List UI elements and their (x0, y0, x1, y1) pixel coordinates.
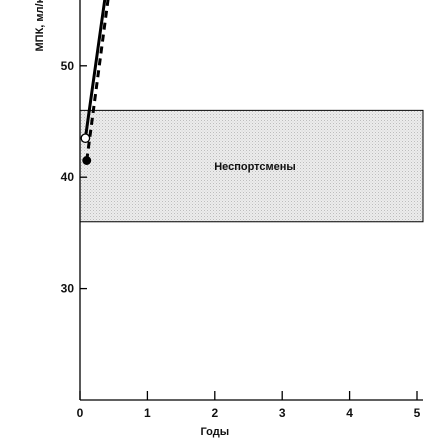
x-tick-label: 0 (77, 406, 84, 420)
series-line (85, 0, 110, 161)
x-tick-label: 3 (279, 406, 286, 420)
axis-labels: Годы МПК, мл/кг/мин (34, 0, 229, 438)
series-line (83, 0, 107, 139)
y-axis-title: МПК, мл/кг/мин (34, 0, 46, 51)
x-tick-label: 4 (346, 406, 353, 420)
x-tick-label: 2 (211, 406, 218, 420)
series-2 (80, 0, 107, 144)
series-point (80, 133, 91, 144)
y-tick-label: 30 (61, 282, 75, 296)
reference-band (79, 109, 424, 223)
series-1 (82, 0, 110, 165)
reference-band-label: Неспортсмены (214, 161, 296, 173)
x-axis-title: Годы (200, 426, 229, 438)
x-tick-label: 1 (144, 406, 151, 420)
axes: 30405060708090012345 (61, 0, 423, 420)
x-tick-label: 5 (414, 406, 421, 420)
series (80, 0, 110, 165)
reference-bands: РекордсменыНеспортсмены (79, 109, 424, 223)
y-tick-label: 40 (61, 170, 75, 184)
y-tick-label: 50 (61, 59, 75, 73)
series-point (82, 156, 92, 165)
